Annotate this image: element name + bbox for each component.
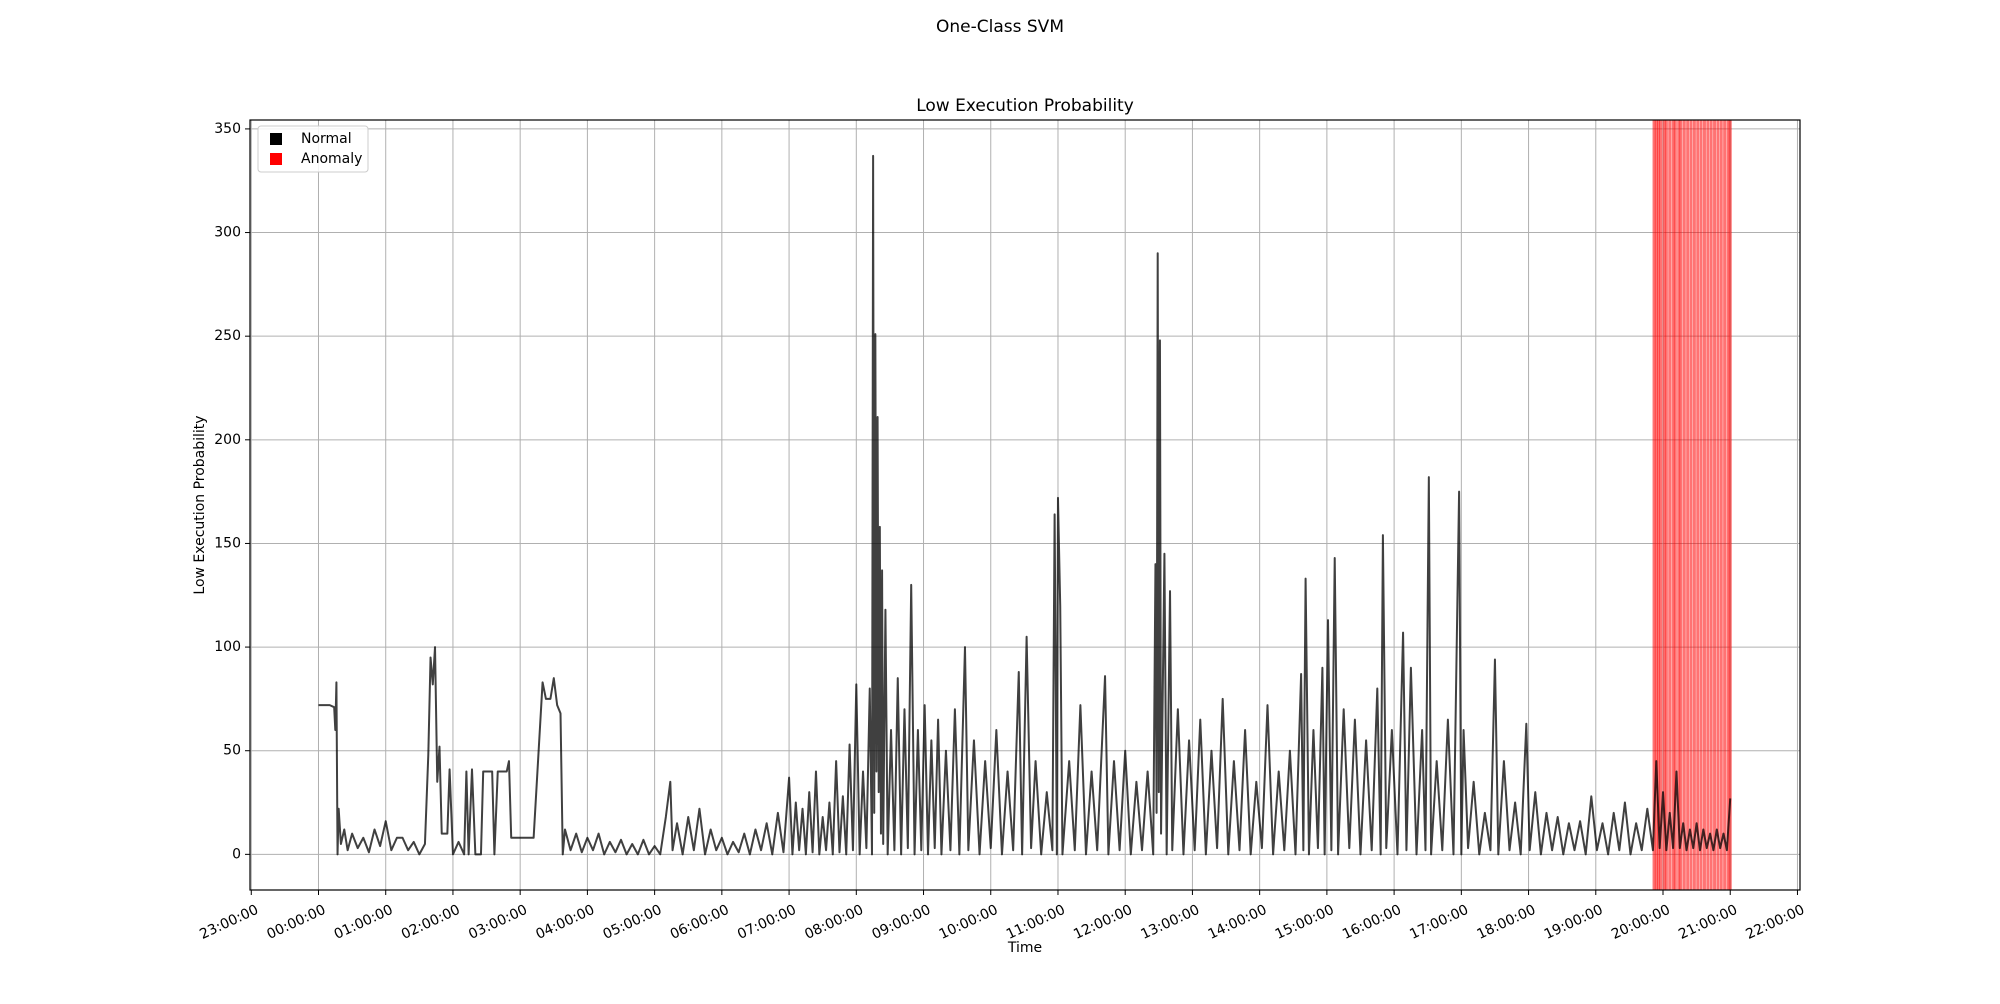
x-tick-label: 02:00:00 <box>399 902 463 943</box>
y-axis-label: Low Execution Probability <box>192 415 208 594</box>
x-tick-label: 07:00:00 <box>735 902 799 943</box>
legend-box <box>257 125 369 173</box>
x-tick-label: 04:00:00 <box>533 902 597 943</box>
x-tick-label: 16:00:00 <box>1340 902 1404 943</box>
x-tick-label: 01:00:00 <box>332 902 396 943</box>
x-tick-label: 10:00:00 <box>937 902 1001 943</box>
legend: Normal Anomaly <box>257 125 369 173</box>
x-tick-label: 20:00:00 <box>1609 902 1673 943</box>
x-tick-label: 09:00:00 <box>870 902 934 943</box>
y-tick-label: 0 <box>232 846 241 862</box>
axes-frame <box>249 119 1801 891</box>
x-tick-label: 21:00:00 <box>1676 902 1740 943</box>
x-tick-label: 17:00:00 <box>1407 902 1471 943</box>
grid <box>250 120 1800 890</box>
y-tick-label: 100 <box>214 639 241 655</box>
suptitle: One-Class SVM <box>936 17 1064 37</box>
x-tick-label: 12:00:00 <box>1071 902 1135 943</box>
x-tick-label: 05:00:00 <box>601 902 665 943</box>
legend-label: Normal <box>301 131 352 147</box>
x-tick-label: 23:00:00 <box>197 902 261 943</box>
legend-swatch <box>270 153 282 165</box>
x-tick-label: 18:00:00 <box>1475 902 1539 943</box>
x-tick-label: 15:00:00 <box>1273 902 1337 943</box>
x-tick-label: 08:00:00 <box>802 902 866 943</box>
y-tick-label: 300 <box>214 225 241 241</box>
x-tick-label: 03:00:00 <box>466 902 530 943</box>
y-tick-label: 250 <box>214 328 241 344</box>
x-tick-label: 11:00:00 <box>1004 902 1068 943</box>
x-tick-label: 13:00:00 <box>1138 902 1202 943</box>
data-line <box>318 154 1732 856</box>
chart-title: Low Execution Probability <box>916 96 1134 116</box>
x-tick-label: 06:00:00 <box>668 902 732 943</box>
x-axis-label: Time <box>1007 940 1042 956</box>
y-tick-label: 150 <box>214 535 241 551</box>
y-tick-label: 200 <box>214 432 241 448</box>
y-tick-label: 350 <box>214 121 241 137</box>
plot-area <box>318 120 1732 890</box>
x-tick-label: 22:00:00 <box>1743 902 1807 943</box>
legend-swatch <box>270 133 282 145</box>
x-tick-label: 19:00:00 <box>1542 902 1606 943</box>
x-tick-label: 14:00:00 <box>1206 902 1270 943</box>
y-tick-label: 50 <box>223 743 241 759</box>
axes: 0 50 100 150 200 250 300 350 23:00:00 00:00:00 01:… <box>197 121 1807 943</box>
legend-label: Anomaly <box>301 151 362 167</box>
x-tick-label: 00:00:00 <box>264 902 328 943</box>
